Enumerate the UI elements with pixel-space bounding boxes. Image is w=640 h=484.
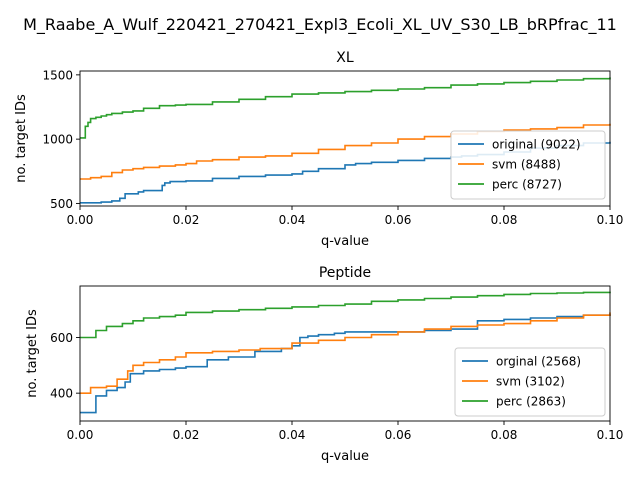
peptide-legend: [454, 347, 606, 417]
xl-y-axis-label: no. target IDs: [14, 94, 29, 183]
peptide-x-tick-label: 0.04: [279, 428, 306, 442]
peptide-series-svm-line: [80, 312, 611, 394]
xl-x-tick-label: 0.08: [491, 213, 518, 227]
xl-legend-label-original: original (9022): [492, 138, 581, 152]
peptide-series-perc-line: [80, 291, 611, 339]
peptide-x-tick-label: 0.08: [491, 428, 518, 442]
figure-title: M_Raabe_A_Wulf_220421_270421_Expl3_Ecoli…: [23, 15, 617, 35]
xl-y-tick-label: 500: [50, 197, 73, 211]
xl-x-tick-label: 0.06: [385, 213, 412, 227]
xl-plot-frame: [79, 70, 611, 207]
xl-chart-title: XL: [336, 50, 354, 66]
peptide-legend-label-original: orginal (2568): [496, 355, 581, 369]
peptide-x-tick-label: 0.02: [173, 428, 200, 442]
xl-legend-label-svm: svm (8488): [492, 158, 561, 172]
peptide-plot-frame: [79, 285, 611, 422]
xl-y-tick-label: 1500: [42, 68, 73, 82]
peptide-x-tick-label: 0.06: [385, 428, 412, 442]
xl-legend: [450, 130, 606, 200]
xl-x-tick-label: 0.04: [279, 213, 306, 227]
xl-chart: 0.00 0.02 0.04 0.06 0.08 0.10 500 1000 1500 XL q-v…: [14, 50, 623, 249]
xl-x-tick-label: 0.10: [597, 213, 624, 227]
peptide-y-tick-label: 400: [50, 387, 73, 401]
peptide-y-axis-label: no. target IDs: [25, 309, 40, 398]
xl-x-tick-label: 0.02: [173, 213, 200, 227]
peptide-legend-label-svm: svm (3102): [496, 375, 565, 389]
peptide-chart-title: Peptide: [319, 265, 371, 281]
peptide-legend-label-perc: perc (2863): [496, 395, 566, 409]
xl-legend-label-perc: perc (8727): [492, 178, 562, 192]
xl-x-axis-label: q-value: [321, 234, 369, 249]
xl-y-tick-label: 1000: [42, 133, 73, 147]
peptide-x-tick-label: 0.10: [597, 428, 624, 442]
peptide-y-tick-label: 600: [50, 331, 73, 345]
xl-x-tick-label: 0.00: [67, 213, 94, 227]
peptide-x-tick-label: 0.00: [67, 428, 94, 442]
peptide-x-axis-label: q-value: [321, 449, 369, 464]
xl-series-perc-line: [80, 77, 611, 139]
peptide-chart: 0.00 0.02 0.04 0.06 0.08 0.10 400 600 Peptide q-v…: [25, 265, 623, 464]
